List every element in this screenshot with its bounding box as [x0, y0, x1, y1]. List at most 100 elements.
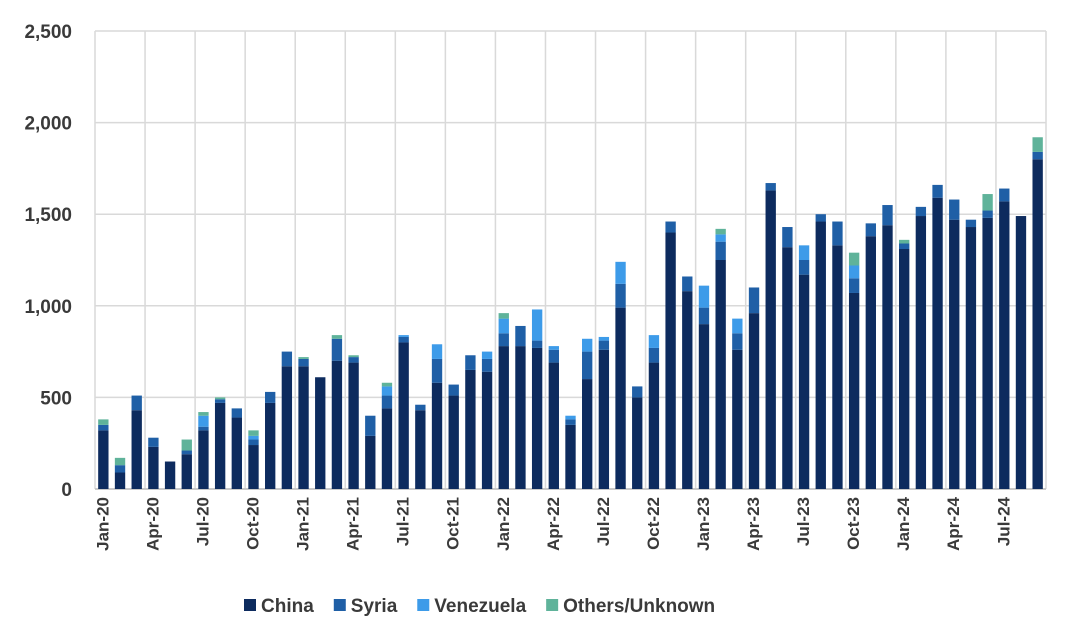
- legend-label: China: [261, 596, 314, 617]
- bar-segment: [949, 199, 960, 220]
- bar-segment: [899, 239, 910, 244]
- bar-segment: [548, 346, 559, 350]
- bar-segment: [381, 395, 393, 409]
- y-tick-label: 2,500: [24, 22, 72, 43]
- x-tick-label: Jan-23: [694, 497, 713, 551]
- bar-segment: [398, 336, 409, 343]
- x-tick-label: Jul-23: [794, 497, 813, 546]
- bar-segment: [715, 241, 726, 260]
- bar-segment: [748, 287, 760, 314]
- y-tick-label: 2,000: [24, 114, 72, 135]
- bar-segment: [748, 313, 760, 489]
- bar-segment: [698, 285, 710, 308]
- bar-segment: [715, 234, 726, 242]
- bar-segment: [848, 292, 860, 489]
- bar-segment: [565, 415, 576, 420]
- bar-segment: [531, 347, 543, 489]
- bar-segment: [515, 325, 526, 347]
- bar-segment: [765, 183, 776, 191]
- bar-segment: [198, 430, 209, 489]
- bar-segment: [148, 446, 159, 489]
- bar-segment: [832, 245, 843, 489]
- x-tick-label: Jan-21: [294, 497, 313, 551]
- bar-segment: [114, 457, 126, 466]
- bar-segment: [515, 346, 526, 489]
- bar-segment: [398, 342, 409, 489]
- bar-segment: [648, 347, 660, 363]
- bar-segment: [698, 324, 710, 489]
- bar-segment: [848, 278, 860, 293]
- bar-segment: [381, 408, 393, 489]
- y-tick-label: 500: [40, 388, 72, 409]
- bar-segment: [465, 369, 476, 489]
- bar-segment: [448, 395, 459, 489]
- bar-segment: [1015, 216, 1027, 490]
- bar-segment: [198, 426, 209, 431]
- bar-segment: [248, 435, 259, 440]
- bar-segment: [198, 412, 209, 416]
- bar-segment: [982, 210, 993, 218]
- x-tick-label: Jan-20: [93, 497, 112, 551]
- bar-segment: [982, 194, 993, 211]
- y-axis-ticks: 0 500 1,000 1,500 2,000 2,500: [24, 22, 72, 501]
- bar-segment: [481, 358, 493, 372]
- bar-segment: [665, 232, 676, 489]
- bar-segment: [565, 424, 576, 489]
- bar-segment: [381, 386, 393, 396]
- legend-label: Syria: [351, 596, 398, 617]
- bar-segment: [765, 190, 776, 489]
- x-tick-label: Oct-23: [844, 497, 863, 550]
- bar-segment: [331, 338, 343, 361]
- bar-segment: [431, 344, 443, 359]
- bar-segment: [899, 249, 910, 489]
- bar-segment: [882, 225, 893, 489]
- bar-segment: [331, 335, 343, 339]
- bar-segment: [848, 265, 860, 279]
- bar-segment: [181, 439, 192, 451]
- bar-segment: [798, 274, 810, 489]
- bar-segment: [498, 313, 509, 319]
- y-tick-label: 0: [61, 480, 72, 501]
- bar-segment: [715, 228, 726, 235]
- bar-segment: [598, 340, 610, 350]
- bar-segment: [1032, 151, 1043, 160]
- bar-segment: [815, 221, 826, 489]
- bar-segment: [915, 216, 927, 490]
- x-tick-label: Oct-22: [644, 497, 663, 550]
- bar-segment: [582, 351, 593, 380]
- bar-segment: [415, 410, 426, 489]
- bar-segment: [381, 382, 393, 387]
- bar-segment: [698, 307, 710, 325]
- bar-segment: [865, 223, 876, 237]
- bar-segment: [848, 252, 860, 266]
- bar-segment: [598, 349, 610, 489]
- bar-segment: [298, 358, 309, 367]
- x-tick-label: Oct-21: [444, 497, 463, 550]
- bar-segment: [932, 197, 943, 489]
- bar-segment: [148, 437, 159, 447]
- bar-segment: [431, 358, 443, 383]
- legend-swatch: [244, 599, 256, 611]
- bar-segment: [615, 307, 626, 489]
- bar-segment: [982, 217, 993, 489]
- bar-segment: [899, 243, 910, 250]
- bar-segment: [331, 360, 343, 489]
- bar-segment: [582, 338, 593, 352]
- bar-segment: [949, 219, 960, 490]
- bar-segment: [648, 362, 660, 489]
- bar-segment: [431, 382, 443, 489]
- legend-swatch: [546, 599, 559, 611]
- bar-segment: [98, 419, 109, 425]
- bar-segment: [882, 205, 893, 226]
- bar-segment: [398, 335, 409, 337]
- bar-segment: [348, 357, 359, 363]
- bar-segment: [965, 227, 977, 490]
- x-tick-label: Apr-23: [744, 497, 763, 551]
- bar-segment: [531, 309, 543, 341]
- bar-segment: [214, 402, 226, 489]
- bar-segment: [782, 227, 793, 248]
- bar-segment: [548, 349, 559, 363]
- bar-segment: [131, 395, 142, 411]
- bar-segment: [1032, 159, 1043, 490]
- bar-segment: [365, 435, 376, 489]
